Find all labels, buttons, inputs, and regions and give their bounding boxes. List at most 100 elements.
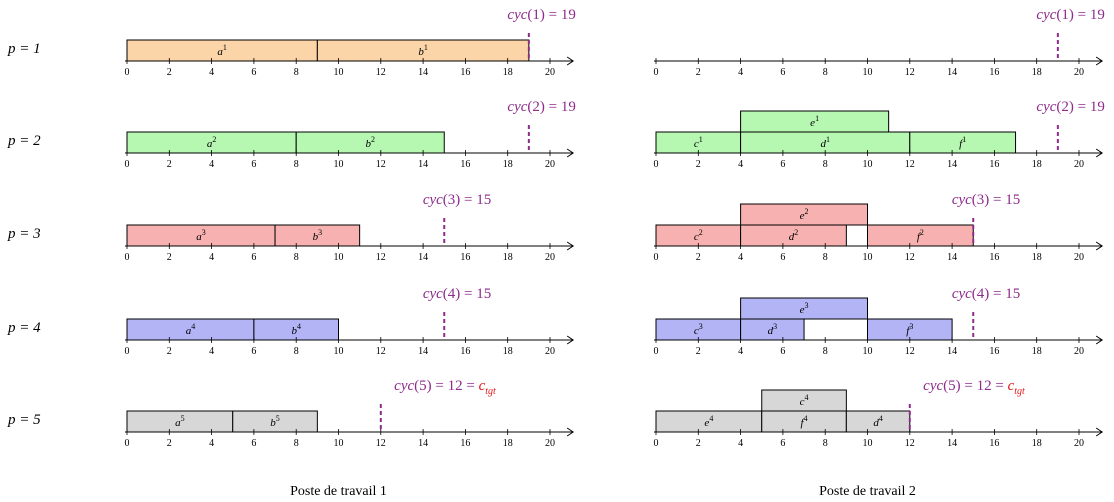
- cycle-label: cyc(1) = 19: [507, 7, 575, 23]
- task-d4-label: d4: [873, 414, 883, 429]
- tick-label: 8: [823, 67, 828, 78]
- tick-label: 12: [905, 438, 915, 449]
- tick-label: 6: [251, 438, 256, 449]
- tick-label: 0: [654, 252, 659, 263]
- tick-label: 12: [905, 252, 915, 263]
- task-e4-label: e4: [704, 414, 713, 429]
- tick-label: 2: [167, 438, 172, 449]
- tick-label: 18: [503, 252, 513, 263]
- tick-label: 10: [863, 346, 873, 357]
- tick-label: 0: [654, 159, 659, 170]
- row-label-p1: p = 1: [7, 41, 41, 57]
- tick-label: 10: [334, 252, 344, 263]
- tick-label: 8: [294, 159, 299, 170]
- tick-label: 0: [125, 438, 130, 449]
- tick-label: 18: [503, 67, 513, 78]
- tick-label: 2: [167, 252, 172, 263]
- row-label-p4: p = 4: [7, 320, 41, 336]
- task-a4-label: a4: [186, 322, 196, 337]
- tick-label: 8: [823, 252, 828, 263]
- tick-label: 2: [167, 159, 172, 170]
- tick-label: 20: [1074, 252, 1084, 263]
- task-b1-label: b1: [418, 43, 428, 58]
- tick-label: 2: [696, 67, 701, 78]
- task-a2-label: a2: [207, 135, 217, 150]
- task-e3-label: e3: [800, 301, 809, 316]
- tick-label: 12: [376, 159, 386, 170]
- tick-label: 6: [780, 67, 785, 78]
- task-d3-label: d3: [768, 322, 778, 337]
- row-label-p3: p = 3: [7, 226, 41, 242]
- tick-label: 6: [251, 67, 256, 78]
- tick-label: 10: [334, 438, 344, 449]
- axis-arrow: [1095, 241, 1104, 251]
- task-a3-label: a3: [196, 228, 206, 243]
- task-b2-label: b2: [365, 135, 375, 150]
- tick-label: 10: [863, 159, 873, 170]
- tick-label: 18: [503, 159, 513, 170]
- cycle-label: cyc(4) = 15: [423, 286, 491, 302]
- task-c4-label: c4: [800, 393, 809, 408]
- row-label-p2: p = 2: [7, 133, 41, 149]
- tick-label: 18: [1032, 252, 1042, 263]
- tick-label: 10: [334, 159, 344, 170]
- axis-arrow: [566, 427, 575, 437]
- tick-label: 6: [780, 252, 785, 263]
- axis-arrow: [1095, 335, 1104, 345]
- tick-label: 4: [738, 252, 743, 263]
- tick-label: 6: [780, 438, 785, 449]
- tick-label: 16: [460, 159, 470, 170]
- tick-label: 20: [1074, 159, 1084, 170]
- tick-label: 8: [294, 346, 299, 357]
- row-label-p5: p = 5: [7, 412, 41, 428]
- tick-label: 0: [654, 346, 659, 357]
- tick-label: 2: [696, 438, 701, 449]
- tick-label: 4: [209, 67, 214, 78]
- tick-label: 8: [294, 67, 299, 78]
- tick-label: 20: [545, 159, 555, 170]
- tick-label: 16: [460, 252, 470, 263]
- tick-label: 0: [125, 67, 130, 78]
- cycle-label: cyc(5) = 12 = ctgt: [394, 378, 496, 397]
- axis-arrow: [566, 335, 575, 345]
- task-b4-label: b4: [291, 322, 301, 337]
- task-e1-label: e1: [810, 114, 819, 129]
- tick-label: 4: [209, 438, 214, 449]
- axis-arrow: [1095, 56, 1104, 66]
- tick-label: 12: [376, 346, 386, 357]
- tick-label: 6: [780, 159, 785, 170]
- tick-label: 2: [696, 346, 701, 357]
- tick-label: 20: [1074, 67, 1084, 78]
- task-a1-label: a1: [217, 43, 227, 58]
- tick-label: 2: [167, 67, 172, 78]
- tick-label: 2: [696, 159, 701, 170]
- tick-label: 4: [738, 346, 743, 357]
- task-f1-label: f1: [959, 135, 966, 150]
- tick-label: 6: [251, 159, 256, 170]
- axis-arrow: [1095, 148, 1104, 158]
- tick-label: 14: [947, 346, 957, 357]
- tick-label: 8: [823, 346, 828, 357]
- tick-label: 16: [989, 438, 999, 449]
- cycle-label: cyc(5) = 12 = ctgt: [923, 378, 1025, 397]
- task-f3-label: f3: [906, 322, 913, 337]
- tick-label: 6: [780, 346, 785, 357]
- task-c3-label: c3: [694, 322, 703, 337]
- tick-label: 12: [905, 67, 915, 78]
- cycle-label: cyc(4) = 15: [952, 286, 1020, 302]
- tick-label: 8: [823, 438, 828, 449]
- tick-label: 20: [545, 346, 555, 357]
- tick-label: 4: [209, 159, 214, 170]
- task-c1-label: c1: [694, 135, 703, 150]
- tick-label: 6: [251, 252, 256, 263]
- tick-label: 14: [947, 159, 957, 170]
- cycle-label: cyc(2) = 19: [507, 99, 575, 115]
- task-e1-bar: [740, 110, 890, 133]
- task-b3-label: b3: [313, 228, 323, 243]
- tick-label: 16: [460, 438, 470, 449]
- axis-arrow: [566, 148, 575, 158]
- tick-label: 10: [863, 252, 873, 263]
- tick-label: 8: [294, 252, 299, 263]
- tick-label: 10: [334, 67, 344, 78]
